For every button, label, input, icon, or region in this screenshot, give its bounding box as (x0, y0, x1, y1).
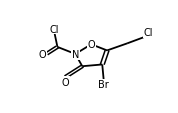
Text: N: N (72, 49, 79, 59)
Text: Cl: Cl (144, 28, 153, 38)
Text: Cl: Cl (50, 25, 59, 34)
Text: O: O (39, 49, 46, 59)
Text: O: O (87, 40, 95, 50)
Text: Br: Br (98, 80, 109, 90)
Text: O: O (62, 77, 70, 87)
